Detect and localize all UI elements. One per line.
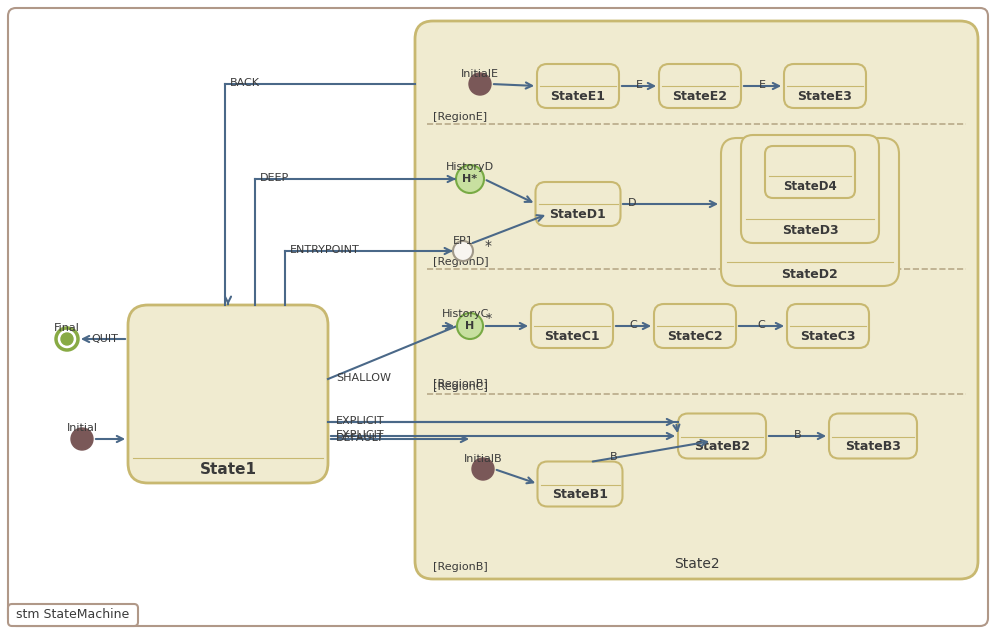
Text: StateD3: StateD3 xyxy=(782,224,839,238)
Text: EXPLICIT: EXPLICIT xyxy=(336,416,384,426)
Text: EP1: EP1 xyxy=(452,236,473,246)
Circle shape xyxy=(456,165,484,193)
FancyBboxPatch shape xyxy=(829,413,917,458)
Text: EXPLICIT: EXPLICIT xyxy=(336,430,384,440)
Text: StateC2: StateC2 xyxy=(667,330,723,342)
FancyBboxPatch shape xyxy=(765,146,855,198)
Circle shape xyxy=(472,458,494,480)
Text: DEFAULT: DEFAULT xyxy=(336,433,384,443)
Circle shape xyxy=(56,328,78,350)
Text: StateD2: StateD2 xyxy=(782,268,839,280)
Text: ENTRYPOINT: ENTRYPOINT xyxy=(290,245,360,255)
Text: B: B xyxy=(610,452,618,462)
FancyBboxPatch shape xyxy=(659,64,741,108)
Text: StateC1: StateC1 xyxy=(544,330,600,342)
Text: [RegionB]: [RegionB] xyxy=(433,379,488,389)
Text: [RegionC]: [RegionC] xyxy=(433,382,488,392)
Text: InitialB: InitialB xyxy=(464,454,502,464)
Text: [RegionE]: [RegionE] xyxy=(433,112,487,122)
FancyBboxPatch shape xyxy=(741,135,879,243)
Text: StateE2: StateE2 xyxy=(672,89,727,103)
FancyBboxPatch shape xyxy=(415,21,978,579)
Text: stm StateMachine: stm StateMachine xyxy=(16,609,129,621)
Text: *: * xyxy=(485,239,492,253)
FancyBboxPatch shape xyxy=(531,304,613,348)
FancyBboxPatch shape xyxy=(787,304,869,348)
Circle shape xyxy=(71,428,93,450)
FancyBboxPatch shape xyxy=(784,64,866,108)
FancyBboxPatch shape xyxy=(536,182,621,226)
FancyBboxPatch shape xyxy=(538,462,622,507)
Text: B: B xyxy=(794,430,802,440)
Text: E: E xyxy=(635,80,642,90)
Text: BACK: BACK xyxy=(230,78,260,88)
Circle shape xyxy=(469,73,491,95)
Text: HistoryD: HistoryD xyxy=(446,162,494,172)
Text: QUIT: QUIT xyxy=(91,334,118,344)
Text: StateE1: StateE1 xyxy=(551,89,606,103)
FancyBboxPatch shape xyxy=(654,304,736,348)
Text: D: D xyxy=(628,198,636,208)
Text: State1: State1 xyxy=(199,462,257,477)
Text: C: C xyxy=(629,320,637,330)
FancyBboxPatch shape xyxy=(537,64,619,108)
FancyBboxPatch shape xyxy=(128,305,328,483)
FancyBboxPatch shape xyxy=(8,8,988,626)
Text: State2: State2 xyxy=(673,557,719,571)
Text: H: H xyxy=(465,321,475,331)
Text: [RegionB]: [RegionB] xyxy=(433,562,488,572)
Text: StateC3: StateC3 xyxy=(800,330,856,342)
FancyBboxPatch shape xyxy=(8,604,138,626)
Text: C: C xyxy=(758,320,765,330)
Text: H*: H* xyxy=(462,174,477,184)
Text: InitialE: InitialE xyxy=(461,69,499,79)
Text: StateB1: StateB1 xyxy=(552,488,608,501)
Circle shape xyxy=(457,313,483,339)
Text: [RegionD]: [RegionD] xyxy=(433,257,489,267)
Circle shape xyxy=(61,333,73,345)
Text: *: * xyxy=(486,312,492,325)
Text: StateD4: StateD4 xyxy=(783,179,837,193)
Text: StateD1: StateD1 xyxy=(550,207,607,221)
FancyBboxPatch shape xyxy=(721,138,899,286)
Text: DEEP: DEEP xyxy=(260,173,289,183)
FancyBboxPatch shape xyxy=(678,413,766,458)
Circle shape xyxy=(453,241,473,261)
Text: StateB2: StateB2 xyxy=(694,440,750,453)
Text: Initial: Initial xyxy=(67,423,98,433)
Text: StateB3: StateB3 xyxy=(845,440,901,453)
Text: SHALLOW: SHALLOW xyxy=(336,373,391,383)
Text: E: E xyxy=(759,80,766,90)
Text: StateE3: StateE3 xyxy=(798,89,853,103)
Text: Final: Final xyxy=(54,323,80,333)
Text: HistoryC: HistoryC xyxy=(442,309,490,319)
